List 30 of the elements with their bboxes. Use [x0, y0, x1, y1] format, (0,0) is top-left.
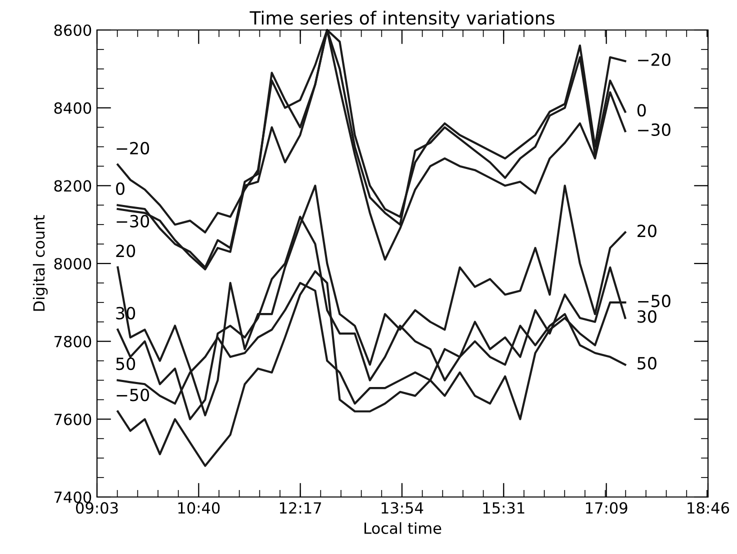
x-tick-label: 13:54 [382, 502, 424, 514]
x-tick-label: 17:09 [586, 502, 628, 514]
x-axis-title: Local time [364, 522, 442, 534]
text: 20 [638, 224, 656, 238]
chart-title: Time series of intensity variations [250, 10, 554, 28]
text: 50 [638, 356, 656, 370]
x-tick-label: 09:03 [76, 502, 118, 514]
series-label: 50 [116, 357, 136, 370]
text: −20 [638, 53, 670, 66]
x-tick-label: 18:46 [688, 502, 730, 514]
text: −50 [638, 294, 670, 308]
text: 30 [638, 310, 656, 323]
text: −30 [638, 123, 670, 136]
y-tick-label: 7400 [54, 491, 92, 504]
series-label: −50 [116, 388, 150, 402]
series-label: −20 [116, 142, 150, 154]
y-tick-label: 8200 [54, 180, 92, 192]
y-tick-label: 7800 [54, 336, 92, 348]
y-tick-label: 8400 [54, 102, 92, 114]
series-label: 0 [116, 182, 124, 195]
y-tick-label: 7600 [54, 414, 92, 426]
series-label: 20 [116, 244, 136, 258]
x-tick-label: 10:40 [178, 502, 220, 514]
y-axis-title: Digital count [32, 215, 48, 311]
x-tick-label: 12:17 [280, 502, 322, 514]
series-label: −30 [116, 214, 150, 228]
y-tick-label: 8600 [54, 24, 92, 36]
text: 0 [637, 104, 646, 117]
y-tick-label: 8000 [54, 258, 92, 270]
x-tick-label: 15:31 [483, 502, 524, 514]
